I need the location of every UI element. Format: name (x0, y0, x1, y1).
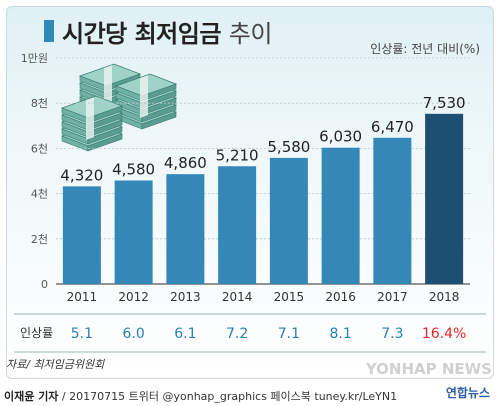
x-tick-label: 2014 (222, 290, 253, 304)
y-tick-label: 8천 (31, 96, 48, 110)
increase-rate-value: 8.1 (329, 326, 351, 342)
y-tick-label: 2천 (31, 232, 48, 246)
money-bill-side (141, 111, 177, 130)
increase-rate-value: 7.3 (381, 326, 403, 342)
y-tick-label: 6천 (31, 141, 48, 155)
y-tick-label: 4천 (31, 187, 48, 201)
bar-value-label: 6,470 (371, 118, 414, 136)
money-bill-side (141, 104, 177, 123)
x-tick-label: 2015 (274, 290, 305, 304)
bar-value-label: 5,210 (216, 146, 259, 164)
title-suffix: 추이 (228, 20, 273, 48)
bar (321, 147, 360, 284)
x-tick-label: 2017 (377, 290, 408, 304)
bar (373, 137, 412, 284)
x-tick-label: 2011 (67, 290, 98, 304)
bar-value-label: 5,580 (267, 138, 310, 156)
increase-rate-value: 7.1 (278, 326, 300, 342)
watermark: YONHAP NEWS (365, 360, 492, 378)
bar-value-label: 7,530 (423, 94, 466, 112)
bar (269, 157, 308, 284)
bar (114, 180, 153, 284)
source-note: 자료/ 최저임금위원회 (6, 358, 105, 371)
money-band (104, 65, 112, 109)
bar (218, 166, 257, 284)
bar (62, 186, 101, 284)
title-main: 시간당 최저임금 (62, 20, 221, 48)
increase-rate-value: 6.1 (174, 326, 196, 342)
increase-rate-value: 16.4% (422, 326, 466, 342)
money-bill-side (87, 133, 123, 152)
y-tick-label: 0 (41, 278, 48, 291)
footer-credit: 이재윤 기자 / 20170715 트위터 @yonhap_graphics 페… (4, 388, 397, 404)
y-tick-label: 1만원 (21, 52, 48, 65)
bar-value-label: 6,030 (319, 128, 362, 146)
increase-rate-value: 5.1 (71, 326, 93, 342)
unit-note: 인상률: 전년 대비(%) (370, 42, 480, 56)
money-band (140, 75, 148, 119)
money-band (86, 97, 94, 141)
footer-details: / 20170715 트위터 @yonhap_graphics 페이스북 tun… (58, 390, 398, 403)
bar-value-label: 4,580 (112, 160, 155, 178)
increase-rate-value: 7.2 (226, 326, 248, 342)
x-tick-label: 2016 (325, 290, 356, 304)
bar (425, 113, 464, 285)
bar-value-label: 4,860 (164, 154, 207, 172)
money-bill-side (87, 126, 123, 145)
title-accent-bar (44, 20, 54, 42)
page-title: 시간당 최저임금 추이 (62, 14, 272, 49)
x-tick-label: 2018 (429, 290, 460, 304)
bar (166, 174, 205, 284)
agency-logo: 연합뉴스 (445, 386, 490, 400)
x-tick-label: 2013 (170, 290, 201, 304)
reporter-name: 이재윤 기자 (4, 390, 59, 403)
x-tick-label: 2012 (118, 290, 149, 304)
increase-row-label: 인상률 (20, 326, 53, 340)
money-stack-icon (60, 63, 178, 152)
increase-rate-value: 6.0 (122, 326, 144, 342)
bar-value-label: 4,320 (60, 166, 103, 184)
